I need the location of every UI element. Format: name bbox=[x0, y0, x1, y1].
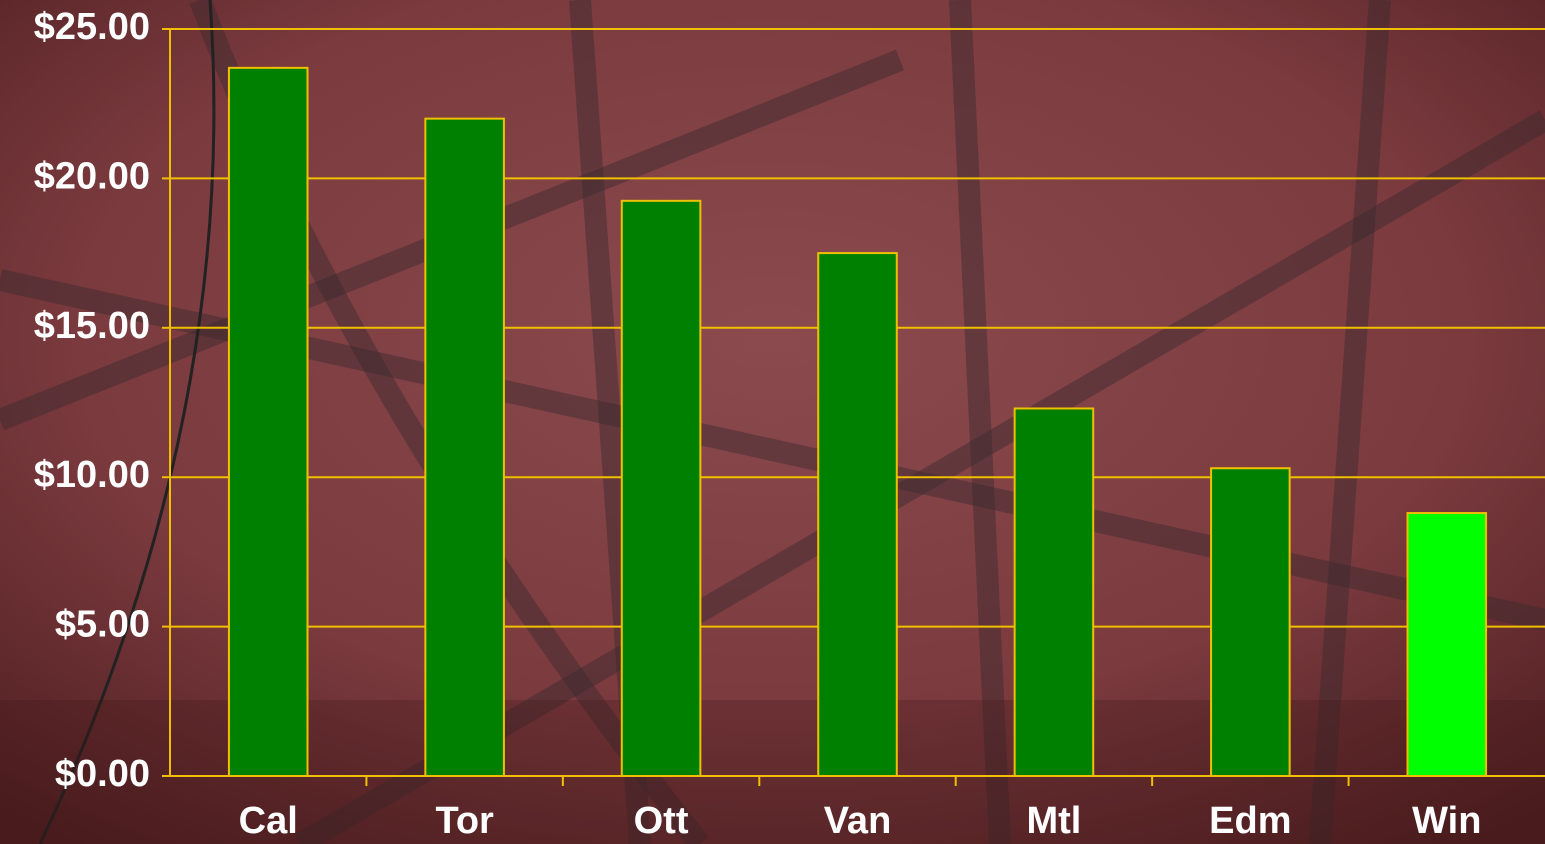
bar bbox=[424, 117, 505, 777]
x-tick-label: Win bbox=[1412, 800, 1481, 842]
background-curve bbox=[38, 0, 216, 844]
x-tick-label: Van bbox=[824, 800, 892, 842]
y-tick-label: $20.00 bbox=[34, 155, 150, 197]
x-tick-label: Mtl bbox=[1026, 800, 1081, 842]
y-tick-label: $5.00 bbox=[55, 604, 150, 646]
x-tick-label: Tor bbox=[435, 800, 494, 842]
bar bbox=[1013, 407, 1095, 777]
y-tick-label: $25.00 bbox=[34, 6, 150, 48]
y-tick-label: $0.00 bbox=[55, 753, 150, 795]
y-tick-label: $15.00 bbox=[34, 305, 150, 347]
bar bbox=[620, 199, 702, 777]
bar bbox=[1406, 512, 1488, 778]
y-tick-label: $10.00 bbox=[34, 454, 150, 496]
bar bbox=[1210, 467, 1291, 777]
x-tick-label: Ott bbox=[634, 800, 689, 842]
x-tick-label: Cal bbox=[239, 800, 298, 842]
x-tick-label: Edm bbox=[1209, 800, 1291, 842]
bar bbox=[817, 252, 898, 778]
bar bbox=[227, 66, 309, 778]
